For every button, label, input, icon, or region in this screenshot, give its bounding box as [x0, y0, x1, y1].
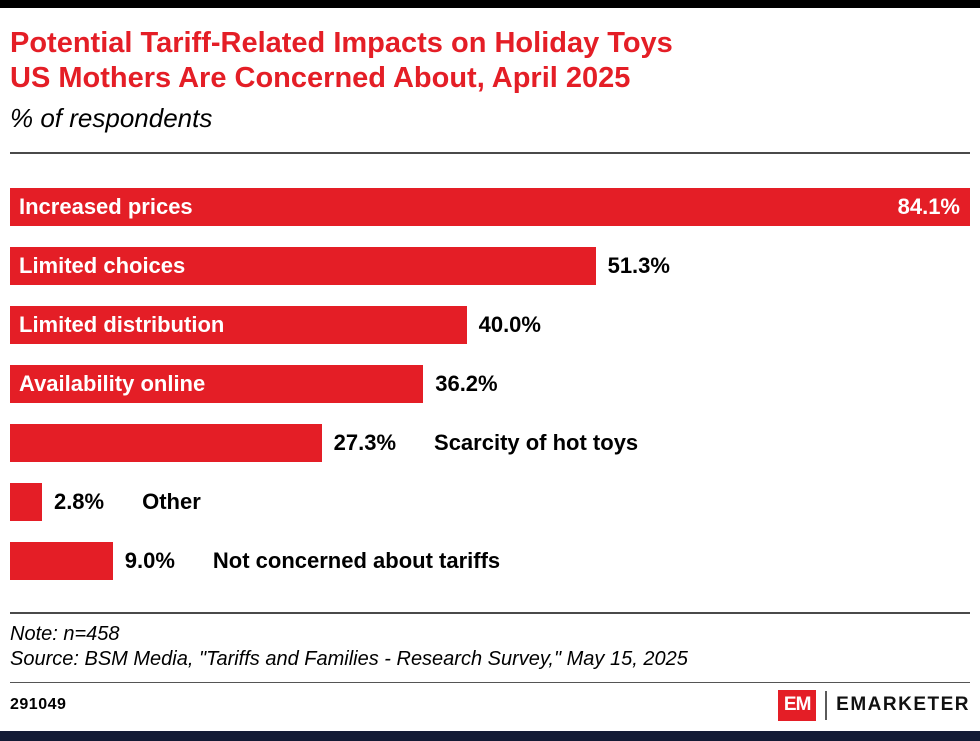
chart-row: Availability online 36.2% [10, 364, 970, 403]
value-label: 2.8% [53, 488, 105, 514]
bar [10, 423, 322, 462]
bar: Increased prices 84.1% [10, 187, 970, 226]
value-label: 84.1% [897, 193, 960, 219]
category-label: Other [142, 488, 201, 514]
chart-row: Limited choices 51.3% [10, 246, 970, 285]
logo-divider [825, 690, 828, 720]
value-label: 9.0% [124, 547, 175, 573]
title-divider [10, 151, 970, 154]
footer-row: 291049 EM EMARKETER [0, 683, 980, 727]
notes-block: Note: n=458 Source: BSM Media, "Tariffs … [10, 622, 970, 672]
emarketer-logo-icon: EM [778, 689, 817, 721]
bar-chart: Increased prices 84.1% Limited choices 51.3… [10, 187, 970, 580]
category-label: Limited choices [19, 252, 186, 278]
top-accent-bar [0, 0, 980, 8]
chart-row: 9.0% Not concerned about tariffs [10, 541, 970, 580]
bar: Limited choices [10, 246, 596, 285]
category-label: Availability online [19, 370, 206, 396]
value-label: 27.3% [333, 429, 397, 455]
value-label: 40.0% [478, 311, 541, 337]
chart-source: Source: BSM Media, "Tariffs and Families… [10, 647, 688, 670]
chart-id: 291049 [10, 696, 67, 714]
chart-title-line2: US Mothers Are Concerned About, April 20… [10, 62, 631, 95]
bar: Limited distribution [10, 305, 467, 344]
chart-row: Limited distribution 40.0% [10, 305, 970, 344]
footer-divider [10, 611, 970, 614]
chart-note: Note: n=458 [10, 622, 120, 645]
category-label: Not concerned about tariffs [212, 547, 501, 573]
brand-divider-rule [10, 681, 970, 683]
chart-title-line1: Potential Tariff-Related Impacts on Holi… [10, 27, 673, 59]
chart-title: Potential Tariff-Related Impacts on Holi… [10, 26, 970, 97]
page-content: Potential Tariff-Related Impacts on Holi… [0, 26, 980, 683]
category-label: Scarcity of hot toys [434, 429, 639, 455]
bottom-accent-bar [0, 731, 980, 741]
emarketer-wordmark: EMARKETER [836, 694, 970, 716]
bar: Availability online [10, 364, 424, 403]
chart-row: Increased prices 84.1% [10, 187, 970, 226]
emarketer-logo: EM EMARKETER [778, 689, 970, 721]
value-label: 36.2% [435, 370, 498, 396]
category-label: Limited distribution [19, 311, 225, 337]
chart-subtitle: % of respondents [10, 102, 213, 133]
bar [10, 541, 113, 580]
value-label: 51.3% [607, 252, 670, 278]
bar [10, 482, 42, 521]
chart-row: 27.3% Scarcity of hot toys [10, 423, 970, 462]
category-label: Increased prices [19, 193, 193, 219]
chart-row: 2.8% Other [10, 482, 970, 521]
